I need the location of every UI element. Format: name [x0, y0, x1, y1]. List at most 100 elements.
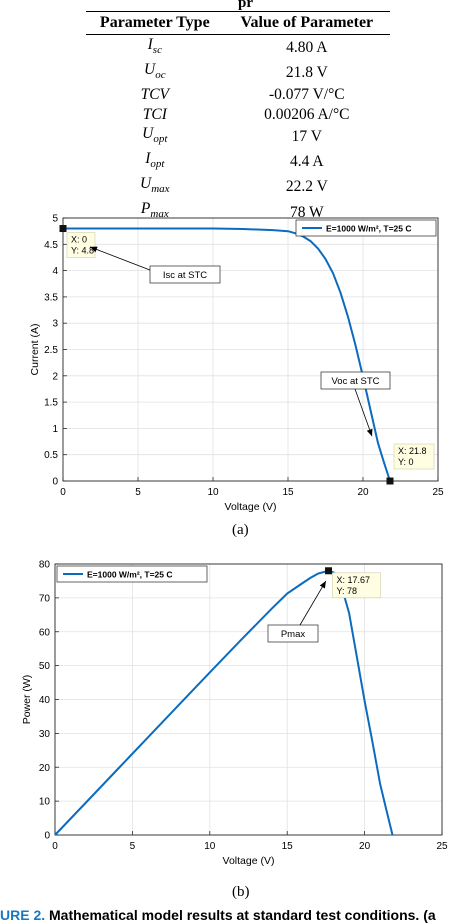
parameter-symbol-subscript: opt [150, 158, 165, 171]
annotation-text: Isc at STC [163, 270, 207, 281]
y-axis-label: Current (A) [29, 324, 41, 376]
iv-curve-chart: 0 5 10 15 20 25 0 0.5 1 1.5 2 2.5 3 3.5 4 4.5 5 Voltage (… [29, 214, 444, 514]
y-tick-label: 3.5 [44, 292, 58, 303]
x-tick-label: 5 [130, 841, 136, 852]
datatip-marker [386, 477, 394, 485]
table-row: Iopt 4.4 A [86, 149, 390, 174]
annotation-box [320, 371, 391, 390]
parameter-symbol-main: TCV [140, 86, 170, 104]
parameter-symbol: TCI [86, 105, 224, 125]
x-tick-label: 0 [52, 841, 58, 852]
x-tick-label: 20 [357, 487, 369, 498]
y-tick-label: 4 [52, 266, 58, 277]
datatip-line: X: 21.8 [398, 446, 427, 456]
table-row: Uoc 21.8 V [86, 60, 390, 85]
legend-entry: E=1000 W/m², T=25 C [326, 224, 412, 234]
datatip-marker [59, 225, 67, 233]
x-tick-label: 10 [207, 487, 219, 498]
y-tick-label: 20 [39, 763, 51, 774]
x-tick-label: 25 [432, 487, 444, 498]
parameter-value: 17 V [291, 128, 322, 146]
x-tick-label: 10 [204, 841, 216, 852]
parameter-value: 4.4 A [290, 153, 324, 171]
parameter-symbol-main: P [140, 200, 151, 218]
annotation-arrow-line [89, 246, 151, 271]
parameter-symbol-subscript: max [151, 183, 170, 196]
x-tick-label: 0 [60, 487, 66, 498]
y-tick-label: 2.5 [44, 345, 58, 356]
parameter-symbol-subscript: sc [152, 44, 162, 57]
pv-curve-chart: 0 5 10 15 20 25 0 10 20 30 40 50 60 70 80 Voltage (V) Po… [21, 560, 448, 868]
parameter-symbol: TCV [86, 85, 224, 105]
y-tick-label: 60 [39, 627, 51, 638]
parameter-symbol: Iopt [86, 149, 224, 174]
y-tick-label: 30 [39, 729, 51, 740]
y-tick-label: 0.5 [44, 450, 58, 461]
annotation: Isc at STC [89, 246, 221, 284]
plot-area: 0 5 10 15 20 25 0 10 20 30 40 50 60 70 80 Voltage (V) Po… [21, 560, 448, 868]
parameter-symbol: Umax [86, 174, 224, 199]
y-tick-label: 5 [52, 214, 58, 225]
y-tick-label: 1 [52, 424, 58, 435]
parameter-symbol-main: U [140, 175, 152, 193]
table-row: Umax 22.2 V [86, 174, 390, 199]
annotation-arrow-line [299, 580, 327, 626]
figure-caption: URE 2. Mathematical model results at sta… [0, 907, 436, 923]
datatip: X: 17.67Y: 78 [332, 572, 381, 599]
y-tick-label: 40 [39, 695, 51, 706]
datatip-marker [325, 567, 333, 575]
datatip-box [332, 572, 381, 599]
x-tick-label: 15 [282, 841, 294, 852]
plot-frame [54, 563, 443, 836]
plot-frame [62, 217, 439, 482]
col-header-parameter-type: Parameter Type [86, 14, 224, 35]
parameter-symbol: Uopt [86, 124, 224, 149]
figure-caption-label: URE 2. [0, 907, 46, 923]
parameter-symbol: Uoc [86, 60, 224, 85]
annotation-box [267, 624, 319, 643]
x-tick-label: 25 [436, 841, 448, 852]
legend-box [295, 219, 437, 237]
x-tick-label: 15 [282, 487, 294, 498]
x-tick-label: 20 [359, 841, 371, 852]
subfigure-label-a: (a) [232, 522, 249, 538]
x-axis-label: Voltage (V) [223, 855, 275, 867]
datatip-line: Y: 78 [337, 586, 358, 596]
legend-box [56, 565, 208, 583]
legend-entry: E=1000 W/m², T=25 C [87, 570, 173, 580]
annotation-text: Voc at STC [331, 376, 379, 387]
y-tick-label: 10 [39, 797, 51, 808]
parameter-symbol-subscript: oc [155, 69, 166, 82]
annotation-arrowhead [366, 428, 373, 437]
x-tick-label: 5 [135, 487, 141, 498]
table-row: TCI 0.00206 A/°C [86, 105, 390, 125]
annotation-box [149, 265, 221, 284]
datatip: X: 21.8Y: 0 [393, 443, 435, 470]
y-tick-label: 0 [44, 831, 50, 842]
table-row: Isc 4.80 A [86, 35, 390, 61]
figure-caption-text: Mathematical model results at standard t… [49, 907, 436, 923]
annotation: Voc at STC [320, 371, 391, 437]
table-row: Uopt 17 V [86, 124, 390, 149]
plot-area: 0 5 10 15 20 25 0 0.5 1 1.5 2 2.5 3 3.5 4 4.5 5 Voltage (… [29, 214, 444, 514]
datatip: X: 0Y: 4.8 [66, 232, 96, 258]
y-tick-label: 4.5 [44, 240, 58, 251]
x-axis-label: Voltage (V) [225, 501, 277, 513]
y-tick-label: 50 [39, 661, 51, 672]
datatip-line: Y: 4.8 [71, 246, 94, 256]
y-tick-label: 80 [39, 560, 51, 571]
parameter-symbol-main: I [145, 150, 151, 168]
annotation-text: Pmax [281, 629, 306, 640]
annotation: Pmax [267, 580, 327, 643]
parameter-table: Parameter Type Value of Parameter Isc 4.8… [86, 14, 390, 226]
y-tick-label: 0 [52, 477, 58, 488]
datatip-box [393, 443, 435, 470]
parameter-value: 0.00206 A/°C [264, 105, 350, 123]
parameter-value: 4.80 A [286, 39, 328, 57]
parameter-symbol-subscript: opt [153, 133, 168, 146]
parameter-table-region: pr Parameter Type Value of Parameter Isc… [0, 0, 474, 226]
table-caption-fragment: pr [238, 0, 253, 11]
series-line [54, 569, 394, 836]
parameter-symbol-main: U [142, 125, 154, 143]
parameter-value: -0.077 V/°C [268, 86, 345, 104]
